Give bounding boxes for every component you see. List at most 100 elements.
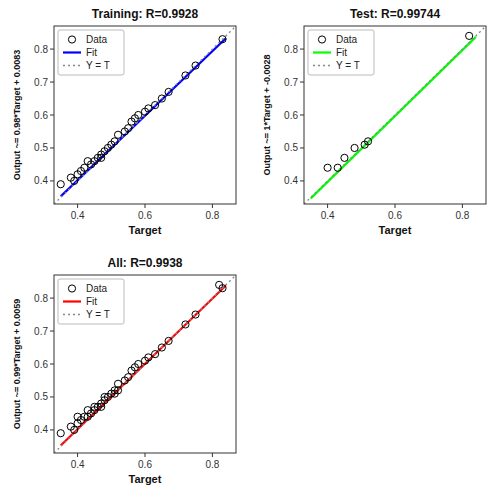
tick-label: 0.6 — [138, 459, 152, 470]
tick-label: 0.7 — [284, 77, 298, 88]
tick — [50, 364, 54, 365]
tick — [300, 49, 304, 50]
tick-label: 0.8 — [284, 44, 298, 55]
tick — [50, 180, 54, 181]
tick — [462, 204, 463, 208]
panel: 0.40.60.80.40.50.60.70.8Test: R=0.99744T… — [262, 7, 486, 236]
legend-label: Data — [86, 283, 108, 294]
point — [165, 88, 172, 95]
line — [54, 26, 236, 204]
tick — [300, 180, 304, 181]
tick — [145, 204, 146, 208]
tick-label: 0.6 — [138, 210, 152, 221]
point — [91, 403, 98, 410]
tick-label: 0.4 — [71, 210, 85, 221]
plot-area — [54, 26, 236, 204]
tick-label: 0.4 — [321, 210, 335, 221]
figure: 0.40.60.80.40.50.60.70.8Training: R=0.99… — [0, 0, 500, 499]
point — [114, 387, 121, 394]
legend-swatch — [68, 285, 75, 292]
legend-label: Fit — [86, 47, 97, 58]
point — [152, 351, 159, 358]
point — [84, 413, 91, 420]
tick — [77, 453, 78, 457]
point — [57, 430, 64, 437]
point — [81, 164, 88, 171]
tick — [50, 82, 54, 83]
point — [111, 138, 118, 145]
frame — [304, 26, 486, 204]
tick-label: 0.4 — [71, 459, 85, 470]
tick — [50, 49, 54, 50]
tick — [212, 204, 213, 208]
legend-swatch — [318, 36, 325, 43]
tick-label: 0.8 — [205, 210, 219, 221]
point — [364, 138, 371, 145]
point — [145, 105, 152, 112]
x-axis-label: Target — [379, 224, 412, 236]
legend-swatch — [68, 36, 75, 43]
point — [101, 393, 108, 400]
legend: DataFitY = T — [58, 279, 124, 324]
point — [74, 413, 81, 420]
legend: DataFitY = T — [58, 30, 124, 75]
point — [165, 337, 172, 344]
tick — [327, 204, 328, 208]
tick — [50, 298, 54, 299]
tick — [50, 331, 54, 332]
point — [324, 164, 331, 171]
point — [145, 354, 152, 361]
point — [135, 360, 142, 367]
legend-label: Data — [86, 34, 108, 45]
x-axis-label: Target — [129, 224, 162, 236]
plot-area — [54, 275, 236, 453]
plot-marks — [54, 275, 236, 453]
plot-marks — [54, 26, 236, 204]
frame — [54, 26, 236, 204]
point — [125, 374, 132, 381]
tick-label: 0.5 — [284, 142, 298, 153]
tick-label: 0.8 — [455, 210, 469, 221]
tick-label: 0.5 — [34, 391, 48, 402]
line — [54, 275, 236, 453]
tick-label: 0.5 — [34, 142, 48, 153]
tick-label: 0.4 — [34, 424, 48, 435]
legend-swatch — [313, 65, 331, 66]
point — [341, 154, 348, 161]
legend-swatch — [313, 51, 331, 53]
tick-label: 0.6 — [284, 110, 298, 121]
point — [192, 62, 199, 69]
legend-swatch — [63, 51, 81, 53]
legend-label: Fit — [86, 296, 97, 307]
legend-label: Fit — [336, 47, 347, 58]
tick — [212, 453, 213, 457]
point — [57, 181, 64, 188]
point — [192, 311, 199, 318]
legend-swatch — [63, 300, 81, 302]
tick — [50, 429, 54, 430]
tick — [50, 115, 54, 116]
tick — [300, 82, 304, 83]
tick — [395, 204, 396, 208]
legend-swatch — [63, 314, 81, 315]
tick-label: 0.8 — [34, 44, 48, 55]
tick-label: 0.7 — [34, 77, 48, 88]
line — [304, 26, 486, 204]
title: Test: R=0.99744 — [350, 7, 440, 21]
tick — [50, 396, 54, 397]
tick-label: 0.6 — [34, 110, 48, 121]
y-axis-label: Output ~= 0.98*Target + 0.0083 — [12, 50, 22, 181]
point — [71, 426, 78, 433]
legend-box — [58, 279, 124, 324]
tick-label: 0.6 — [34, 359, 48, 370]
point — [334, 164, 341, 171]
x-axis-label: Target — [129, 473, 162, 485]
title: All: R=0.9938 — [107, 256, 182, 270]
tick-label: 0.4 — [284, 175, 298, 186]
tick — [300, 147, 304, 148]
point — [158, 344, 165, 351]
point — [125, 125, 132, 132]
plot-area — [304, 26, 486, 204]
tick — [300, 115, 304, 116]
panel: 0.40.60.80.40.50.60.70.8All: R=0.9938Tar… — [12, 256, 236, 485]
